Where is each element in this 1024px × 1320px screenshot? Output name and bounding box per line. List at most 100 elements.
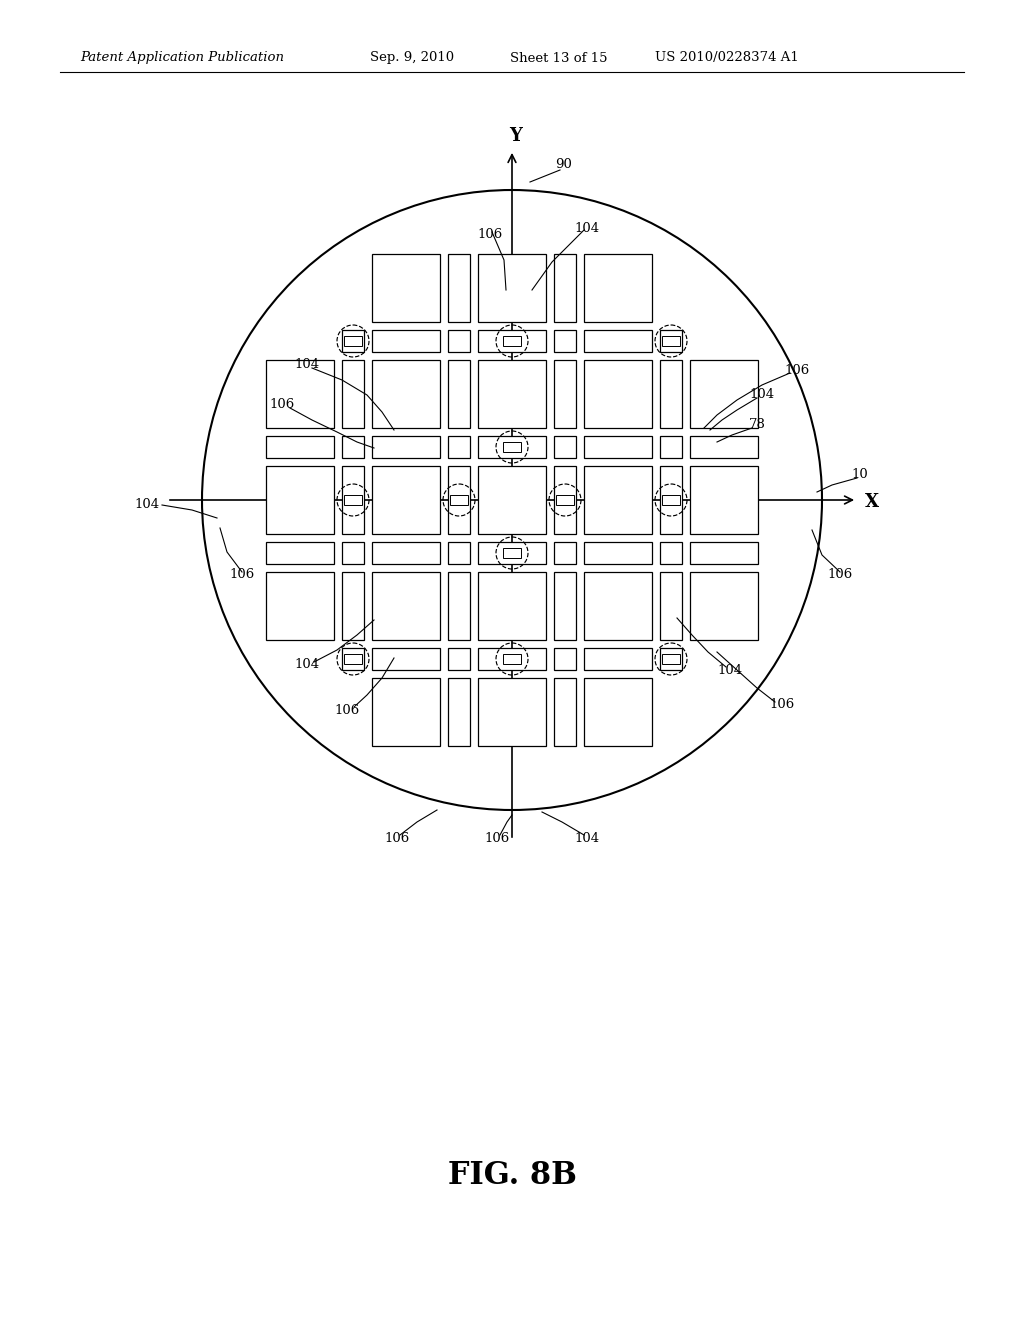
Bar [554,572,575,640]
Bar [584,330,652,352]
Bar [584,436,652,458]
Bar [503,548,521,558]
Bar [503,442,521,451]
Bar [660,648,682,671]
Text: 104: 104 [750,388,774,401]
Bar [690,572,758,640]
Text: 106: 106 [769,698,795,711]
Bar [554,648,575,671]
Text: 78: 78 [749,418,765,432]
Bar [660,360,682,428]
Bar [478,648,546,671]
Bar [554,543,575,564]
Bar [266,466,334,535]
Bar [449,466,470,535]
Bar [478,678,546,746]
Text: 106: 106 [335,704,359,717]
Bar [478,360,546,428]
Bar [449,678,470,746]
Bar [584,253,652,322]
Bar [662,495,680,506]
Bar [554,436,575,458]
Bar [503,653,521,664]
Bar [372,330,440,352]
Bar [342,648,364,671]
Text: 10: 10 [852,469,868,482]
Bar [372,543,440,564]
Text: 106: 106 [229,569,255,582]
Text: 106: 106 [484,832,510,845]
Bar [266,543,334,564]
Bar [372,678,440,746]
Bar [660,543,682,564]
Text: Sheet 13 of 15: Sheet 13 of 15 [510,51,607,65]
Bar [372,436,440,458]
Bar [342,360,364,428]
Bar [554,678,575,746]
Bar [584,678,652,746]
Text: 106: 106 [477,228,503,242]
Bar [478,330,546,352]
Bar [449,543,470,564]
Bar [556,495,574,506]
Text: 104: 104 [134,499,160,511]
Bar [342,436,364,458]
Bar [690,466,758,535]
Bar [449,330,470,352]
Text: 106: 106 [269,399,295,412]
Bar [660,330,682,352]
Bar [372,253,440,322]
Bar [478,253,546,322]
Bar [690,436,758,458]
Bar [342,330,364,352]
Bar [662,653,680,664]
Text: US 2010/0228374 A1: US 2010/0228374 A1 [655,51,799,65]
Bar [660,436,682,458]
Bar [344,495,362,506]
Bar [266,436,334,458]
Bar [372,648,440,671]
Bar [372,360,440,428]
Bar [342,543,364,564]
Bar [690,360,758,428]
Bar [342,466,364,535]
Bar [584,572,652,640]
Bar [554,253,575,322]
Bar [450,495,468,506]
Bar [478,572,546,640]
Text: Patent Application Publication: Patent Application Publication [80,51,284,65]
Bar [449,253,470,322]
Text: 106: 106 [384,832,410,845]
Bar [584,543,652,564]
Bar [660,572,682,640]
Text: Y: Y [510,127,522,145]
Text: X: X [865,492,879,511]
Bar [449,436,470,458]
Bar [584,648,652,671]
Bar [662,337,680,346]
Bar [449,648,470,671]
Bar [503,337,521,346]
Bar [478,436,546,458]
Bar [690,543,758,564]
Bar [372,572,440,640]
Bar [584,360,652,428]
Text: 104: 104 [574,832,600,845]
Bar [660,466,682,535]
Text: 106: 106 [827,569,853,582]
Bar [554,466,575,535]
Bar [584,466,652,535]
Bar [478,543,546,564]
Text: 104: 104 [574,222,600,235]
Text: 104: 104 [295,659,319,672]
Bar [478,466,546,535]
Text: 106: 106 [784,363,810,376]
Bar [266,360,334,428]
Bar [372,466,440,535]
Text: Sep. 9, 2010: Sep. 9, 2010 [370,51,454,65]
Bar [554,360,575,428]
Text: FIG. 8B: FIG. 8B [447,1159,577,1191]
Bar [266,572,334,640]
Bar [449,360,470,428]
Text: 90: 90 [556,158,572,172]
